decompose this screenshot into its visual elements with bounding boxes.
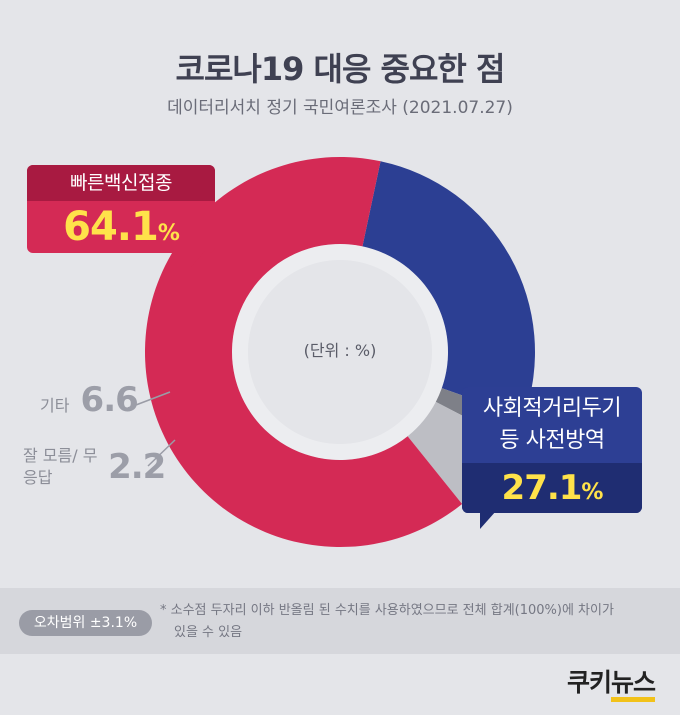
label-dont-know: 잘 모름/ 무응답 2.2	[23, 445, 166, 489]
distancing-line1: 사회적거리두기	[482, 396, 622, 421]
other-value: 6.6	[80, 380, 139, 420]
chart-title: 코로나19 대응 중요한 점	[175, 50, 506, 88]
inner-ring	[232, 244, 448, 460]
callout-distancing-value: 27.1%	[462, 463, 642, 513]
leader-other	[127, 391, 171, 409]
chart-subtitle: 데이터리서치 정기 국민여론조사 (2021.07.27)	[167, 98, 513, 118]
margin-of-error-badge: 오차범위 ±3.1%	[19, 610, 152, 636]
slice-3	[145, 156, 463, 547]
vaccine-value: 64.1	[63, 204, 159, 250]
label-other: 기타 6.6	[40, 380, 139, 420]
distancing-value: 27.1	[501, 468, 583, 508]
footnote: * 소수점 두자리 이하 반올림 된 수치를 사용하였으므로 전체 합계(100…	[160, 600, 660, 644]
distancing-line2: 등 사전방역	[499, 428, 605, 453]
dk-name: 잘 모름/ 무응답	[23, 446, 98, 487]
callout-vaccine-tail	[191, 251, 205, 267]
callout-distancing-label: 사회적거리두기 등 사전방역	[462, 387, 642, 463]
kukinews-logo: 쿠키뉴스	[567, 663, 656, 702]
footnote-line2: 있을 수 있음	[174, 625, 243, 640]
footnote-line1: * 소수점 두자리 이하 반올림 된 수치를 사용하였으므로 전체 합계(100…	[160, 603, 614, 618]
distancing-pct: %	[581, 480, 603, 505]
dk-value: 2.2	[108, 447, 166, 487]
vaccine-pct: %	[157, 221, 180, 246]
callout-vaccine: 빠른백신접종 64.1%	[27, 165, 215, 267]
callout-vaccine-label: 빠른백신접종	[27, 165, 215, 201]
logo-part-b: 뉴스	[611, 668, 656, 702]
logo-part-a: 쿠키	[567, 668, 612, 697]
donut-hole	[248, 260, 432, 444]
callout-vaccine-value: 64.1%	[27, 201, 215, 260]
callout-distancing-tail	[480, 511, 496, 529]
leader-dk	[147, 439, 176, 467]
callout-distancing: 사회적거리두기 등 사전방역 27.1%	[462, 387, 642, 529]
other-name: 기타	[40, 396, 70, 415]
unit-label: (단위 : %)	[303, 341, 377, 360]
slice-0	[362, 161, 535, 418]
